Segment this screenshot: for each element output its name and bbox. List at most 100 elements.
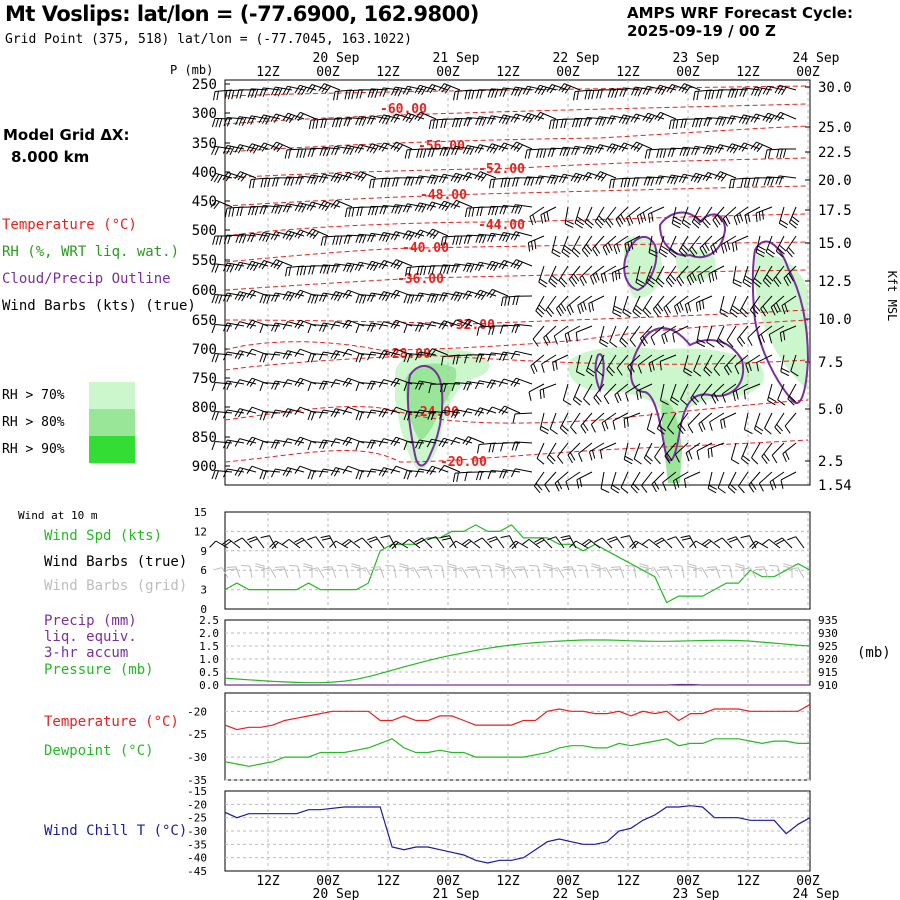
barb-tick bbox=[547, 174, 552, 184]
barb-tick bbox=[463, 540, 472, 547]
barb-tick bbox=[488, 443, 492, 453]
barb-shaft bbox=[762, 265, 773, 281]
wind-barb bbox=[259, 324, 281, 334]
barb-tick bbox=[562, 147, 567, 157]
top-hour-tick: 12Z bbox=[736, 65, 760, 80]
barb-tick bbox=[502, 232, 508, 242]
barb-tick bbox=[289, 293, 295, 302]
pressure-tick-550: 550 bbox=[192, 253, 217, 269]
barb-tick bbox=[621, 337, 629, 345]
barb-tick bbox=[545, 335, 551, 344]
barb-tick bbox=[739, 310, 747, 318]
barb-shaft bbox=[771, 442, 785, 456]
barb-tick bbox=[633, 143, 640, 151]
barb-tick bbox=[538, 304, 546, 312]
barb-tick bbox=[342, 377, 349, 386]
height-tick-11: 1.54 bbox=[818, 478, 852, 494]
barb-tick bbox=[453, 201, 460, 210]
wind-barb bbox=[654, 84, 677, 96]
wind-barb bbox=[223, 262, 245, 273]
barb-shaft bbox=[648, 354, 665, 364]
barb-tick bbox=[677, 426, 684, 434]
barb-tick bbox=[297, 438, 304, 447]
barb-tick bbox=[390, 319, 397, 328]
barb-tick bbox=[475, 471, 480, 481]
barb-tick bbox=[418, 203, 424, 212]
barb-tick bbox=[742, 281, 751, 288]
temperature-contour-label: -60.00 bbox=[380, 102, 427, 117]
barb-tick bbox=[574, 222, 583, 229]
barb-shaft bbox=[593, 383, 605, 398]
wind-barb bbox=[439, 146, 461, 157]
barb-shaft bbox=[335, 379, 353, 385]
barb-shaft bbox=[239, 321, 257, 327]
barb-tick bbox=[642, 112, 649, 121]
wind-barb bbox=[529, 206, 545, 226]
barb-tick bbox=[427, 411, 432, 420]
barb-tick bbox=[369, 261, 376, 271]
barb-tick bbox=[431, 148, 435, 158]
barb-shaft bbox=[359, 353, 377, 356]
barb-tick bbox=[598, 116, 603, 126]
barb-tick bbox=[509, 540, 517, 548]
barb-tick bbox=[504, 296, 507, 306]
barb-tick bbox=[788, 246, 795, 255]
barb-tick bbox=[731, 242, 735, 252]
wind-barb bbox=[585, 354, 596, 377]
barb-shaft bbox=[395, 113, 413, 120]
wind-barb bbox=[589, 265, 605, 285]
barb-shaft bbox=[724, 354, 737, 368]
barb-tick bbox=[712, 244, 718, 253]
wind-barb bbox=[402, 230, 425, 241]
barb-tick bbox=[618, 114, 624, 124]
barb-shaft bbox=[371, 322, 389, 327]
barb-tick bbox=[354, 537, 363, 543]
wind-barb bbox=[663, 295, 677, 316]
barb-tick bbox=[516, 261, 523, 270]
dewpoint-panel-label: Dewpoint (°C) bbox=[44, 743, 154, 759]
barb-tick bbox=[490, 116, 496, 125]
wind-barb bbox=[367, 468, 389, 478]
barb-tick bbox=[502, 88, 507, 97]
barb-tick bbox=[450, 409, 456, 418]
barb-tick bbox=[632, 311, 641, 318]
barb-tick bbox=[367, 380, 372, 390]
barb-tick bbox=[530, 241, 534, 251]
barb-tick bbox=[691, 246, 698, 255]
barb-tick bbox=[441, 321, 448, 330]
barb-tick bbox=[787, 398, 795, 406]
barb-shaft bbox=[554, 471, 569, 484]
barb-tick bbox=[403, 382, 408, 392]
barb-shaft bbox=[490, 205, 509, 208]
barb-tick bbox=[324, 236, 327, 246]
wind-barb bbox=[378, 467, 401, 477]
barb-tick bbox=[648, 363, 652, 373]
barb-tick bbox=[213, 91, 216, 101]
barb-tick bbox=[610, 116, 616, 125]
barb-tick bbox=[543, 565, 553, 569]
barb-tick bbox=[623, 419, 626, 429]
wind-barb bbox=[678, 235, 690, 258]
barb-tick bbox=[309, 85, 316, 94]
barb-tick bbox=[583, 117, 588, 127]
barb-shaft bbox=[732, 383, 749, 393]
barb-tick bbox=[683, 370, 692, 377]
barb-tick bbox=[637, 88, 643, 97]
barb-tick bbox=[480, 292, 487, 301]
wind-barb bbox=[615, 206, 629, 228]
wind-barb-grid bbox=[370, 566, 385, 579]
barb-tick bbox=[378, 260, 385, 269]
wind-barb-grid bbox=[322, 566, 337, 579]
barb-tick bbox=[415, 439, 420, 449]
wind-barb bbox=[672, 325, 689, 343]
barb-tick bbox=[648, 149, 651, 159]
barb-tick bbox=[579, 478, 583, 488]
barb-tick bbox=[285, 409, 292, 418]
barb-tick bbox=[276, 144, 284, 153]
barb-tick bbox=[631, 542, 639, 550]
wind-barb bbox=[234, 408, 257, 418]
barb-tick bbox=[488, 325, 492, 335]
wind-barb bbox=[716, 89, 737, 99]
wind-barb bbox=[540, 206, 557, 224]
barb-shaft bbox=[585, 354, 593, 372]
